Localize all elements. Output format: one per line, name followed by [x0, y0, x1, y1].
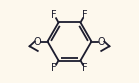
- Text: F: F: [51, 10, 57, 20]
- Text: F: F: [82, 63, 88, 73]
- Text: F: F: [51, 63, 57, 73]
- Text: O: O: [34, 37, 42, 46]
- Text: O: O: [97, 37, 105, 46]
- Text: F: F: [82, 10, 88, 20]
